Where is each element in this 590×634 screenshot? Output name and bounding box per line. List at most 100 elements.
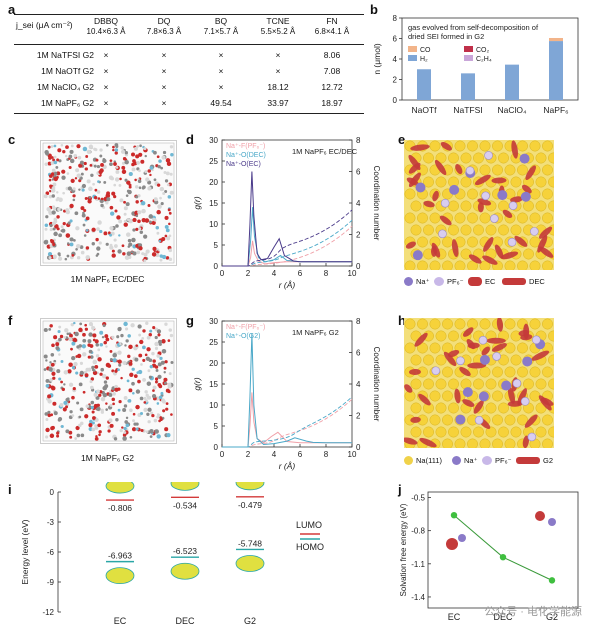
table-cell: 18.97 <box>321 98 343 108</box>
legend-label: Na⁺-F(PF₆⁻) <box>226 143 265 150</box>
molecule-name: EC <box>114 616 127 626</box>
table-a: j_sei (μA cm⁻²) DBBQ 10.4×6.3 Å DQ 7.8×6.3 … <box>14 14 364 114</box>
legend-swatch <box>464 55 473 61</box>
y-tick-label: -9 <box>47 578 55 587</box>
column-size: 7.1×5.7 Å <box>203 27 239 36</box>
legend-h-label-0: Na(111) <box>416 456 442 465</box>
ec-molecule-icon <box>468 277 482 286</box>
legend-label: Na⁺-O(G2) <box>226 333 260 340</box>
legend-lumo: LUMO <box>296 520 322 530</box>
y-tick-label: 6 <box>393 35 398 44</box>
table-cell: 33.97 <box>267 98 289 108</box>
lumo-value: -0.806 <box>108 503 132 513</box>
legend-h-label-1: Na⁺ <box>464 456 478 465</box>
column-header: DBBQ <box>93 16 119 26</box>
panel-label-b: b <box>370 2 378 17</box>
y-tick-label: 0 <box>214 262 219 271</box>
x-tick-label: 10 <box>348 450 357 459</box>
coordination-line <box>222 209 353 267</box>
molecule-name: G2 <box>244 616 256 626</box>
legend-h-label-2: PF₆⁻ <box>495 456 512 465</box>
coordination-line <box>222 398 353 448</box>
homo-orbital <box>170 562 200 580</box>
x-tick-label: 8 <box>324 450 329 459</box>
y2-tick-label: 2 <box>356 412 361 421</box>
category-label: EC <box>448 612 461 622</box>
legend-label: CO₂ <box>476 47 490 54</box>
legend-label: Na⁺-O(EC) <box>226 161 261 168</box>
x-tick-label: 8 <box>324 269 329 278</box>
coordination-line <box>222 396 353 448</box>
bar <box>461 73 475 100</box>
x-tick-label: 0 <box>220 450 225 459</box>
rdf-line <box>222 171 352 267</box>
legend-e-label-1: PF₆⁻ <box>447 277 464 286</box>
table-cell: × <box>218 66 224 76</box>
x-tick-label: 4 <box>272 450 277 459</box>
na-metal-icon <box>404 456 413 465</box>
y2-tick-label: 8 <box>356 317 361 326</box>
panel-label-j: j <box>398 482 402 497</box>
table-cell: × <box>103 50 109 60</box>
pf6-icon-h <box>482 456 492 465</box>
y-tick-label: 5 <box>214 422 219 431</box>
table-cell: × <box>218 82 224 92</box>
md-snapshot-g2-image <box>42 320 175 442</box>
md-snapshot-ec-dec <box>40 140 177 266</box>
table-cell: 8.06 <box>323 50 341 60</box>
caption-f: 1M NaPF₆ G2 <box>80 453 135 463</box>
table-row-label: 1M NaTFSI G2 <box>36 50 94 60</box>
y-tick-label: 20 <box>209 178 218 187</box>
x-tick-label: 10 <box>348 269 357 278</box>
y-axis-label: g(r) <box>192 377 202 390</box>
y-tick-label: 30 <box>209 136 218 145</box>
column-size: 6.8×4.1 Å <box>314 27 350 36</box>
legend-e: Na⁺ PF₆⁻ EC DEC <box>404 276 584 290</box>
panel-label-d: d <box>186 132 194 147</box>
x-tick-label: 6 <box>298 450 303 459</box>
chart-annotation: 1M NaPF₆ G2 <box>292 328 339 337</box>
y2-tick-label: 6 <box>356 349 361 358</box>
category-label: NaPF₆ <box>543 105 568 115</box>
rdf-line <box>222 333 352 448</box>
table-cell: × <box>275 66 281 76</box>
x-tick-label: 2 <box>246 450 251 459</box>
md-snapshot-g2 <box>40 318 177 444</box>
na-ion-icon-h <box>452 456 461 465</box>
x-tick-label: 4 <box>272 269 277 278</box>
y-tick-label: 10 <box>209 220 218 229</box>
table-cell: 7.08 <box>323 66 341 76</box>
table-header-label: j_sei (μA cm⁻²) <box>16 20 73 30</box>
y-tick-label: -3 <box>47 518 55 527</box>
caption-c: 1M NaPF₆ EC/DEC <box>70 274 145 284</box>
y-axis-label: Solvation free energy (eV) <box>399 503 408 596</box>
y-axis-label: n (μmol) <box>372 43 382 75</box>
energy-level-diagram: 0 -3 -6 -9 -12 Energy level (eV) -0.806 -6.963 E… <box>20 482 324 626</box>
legend-swatch <box>408 55 417 61</box>
table-cell: 12.72 <box>321 82 343 92</box>
chart-annotation: 1M NaPF₆ EC/DEC <box>292 147 358 156</box>
panel-label-c: c <box>8 132 16 147</box>
lumo-orbital <box>170 482 200 491</box>
y-axis-label: Energy level (eV) <box>20 519 30 584</box>
x-axis-label: r (Å) <box>279 461 296 471</box>
category-label: NaTFSI <box>453 105 482 115</box>
bar <box>505 64 519 100</box>
rdf-line <box>222 392 352 448</box>
panel-label-a: a <box>8 2 16 17</box>
legend-label: C₂H₄ <box>476 56 492 63</box>
md-snapshot-ec-dec-image <box>42 142 175 264</box>
y2-tick-label: 8 <box>356 136 361 145</box>
panel-label-f: f <box>8 313 13 328</box>
homo-value: -6.523 <box>173 546 197 556</box>
table-cell: × <box>218 50 224 60</box>
x-tick-label: 6 <box>298 269 303 278</box>
y-tick-label: 20 <box>209 359 218 368</box>
legend-swatch <box>408 46 417 52</box>
table-row-label: 1M NaClO₄ G2 <box>37 82 94 92</box>
legend-e-label-2: EC <box>485 277 496 286</box>
molecule-name: DEC <box>175 616 195 626</box>
panel-label-i: i <box>8 482 12 497</box>
